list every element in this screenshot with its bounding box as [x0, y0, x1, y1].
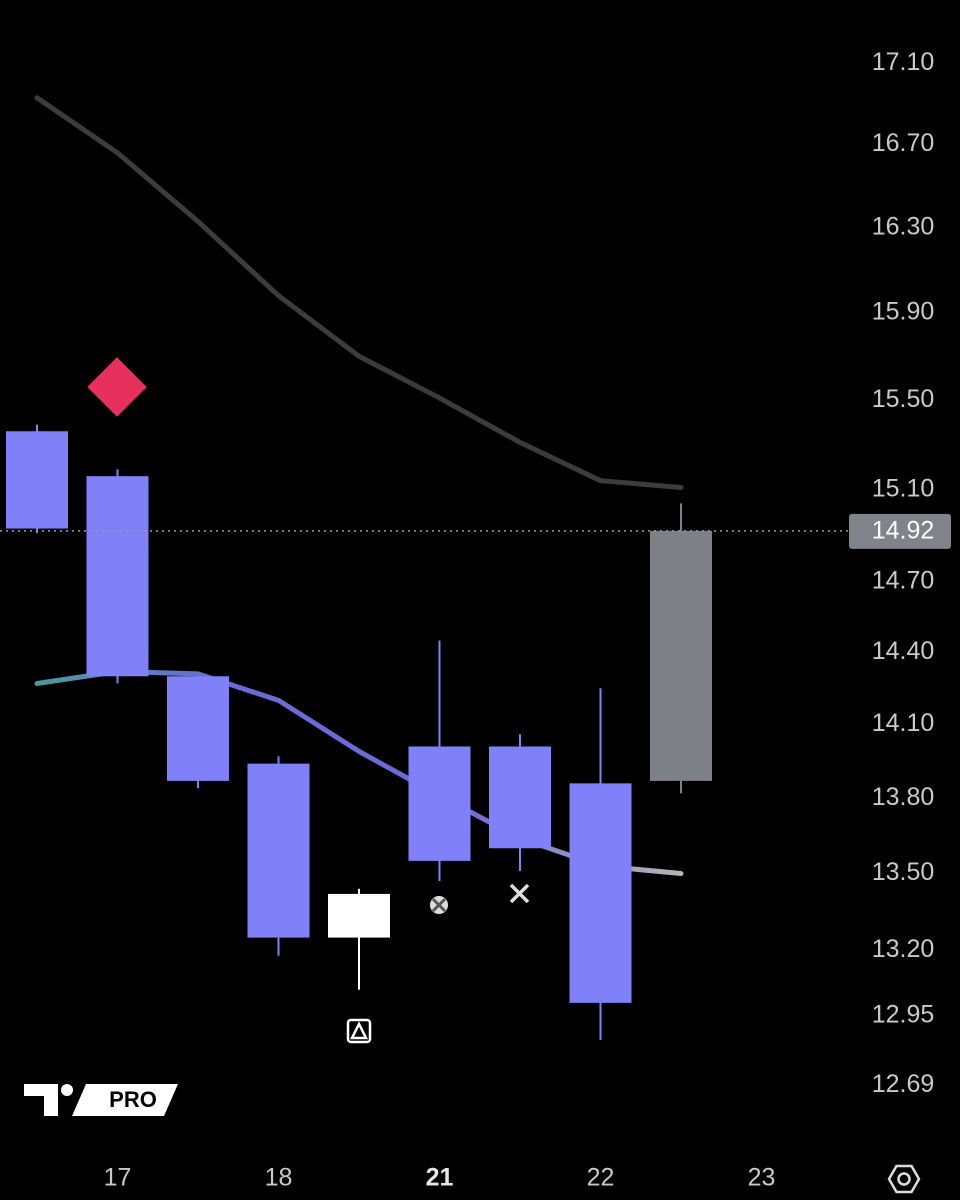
- x-tick-label: 18: [265, 1164, 293, 1192]
- signal-diamond: [87, 357, 147, 417]
- candle-body: [167, 676, 229, 781]
- last-price-label: 14.92: [872, 516, 935, 544]
- signal-triangle: [346, 1018, 372, 1044]
- candle-body: [247, 763, 310, 938]
- y-tick-label: 15.50: [872, 385, 935, 413]
- logo: PRO: [24, 1084, 178, 1116]
- x-tick-label: 22: [587, 1164, 615, 1192]
- candle-body: [569, 783, 632, 1003]
- signal-x: [509, 883, 530, 904]
- x-tick-label: 17: [104, 1164, 132, 1192]
- y-tick-label: 13.50: [872, 858, 935, 886]
- candle-body: [86, 476, 149, 677]
- last-price-box: [849, 513, 951, 549]
- ma-line: [34, 95, 684, 490]
- logo-text: PRO: [109, 1087, 157, 1112]
- y-tick-label: 16.30: [872, 212, 935, 240]
- x-tick-label: 21: [426, 1164, 454, 1192]
- y-tick-label: 13.20: [872, 935, 935, 963]
- y-tick-label: 16.70: [872, 129, 935, 157]
- plot: [6, 95, 712, 1040]
- y-tick-label: 15.90: [872, 297, 935, 325]
- y-tick-label: 12.95: [872, 1001, 935, 1029]
- candle-body: [328, 893, 390, 938]
- y-tick-label: 15.10: [872, 474, 935, 502]
- y-tick-label: 14.10: [872, 709, 935, 737]
- y-tick-label: 14.70: [872, 566, 935, 594]
- signal-x-circle: [430, 896, 448, 914]
- y-tick-label: 17.10: [872, 48, 935, 76]
- y-tick-label: 12.69: [872, 1070, 935, 1098]
- y-tick-label: 14.40: [872, 637, 935, 665]
- y-tick-label: 13.80: [872, 783, 935, 811]
- candle-body: [6, 431, 68, 529]
- x-tick-label: 23: [748, 1164, 776, 1192]
- candle-body: [650, 530, 712, 781]
- settings-button[interactable]: [887, 1164, 921, 1194]
- candle-body: [408, 746, 471, 861]
- candle-body: [489, 746, 551, 849]
